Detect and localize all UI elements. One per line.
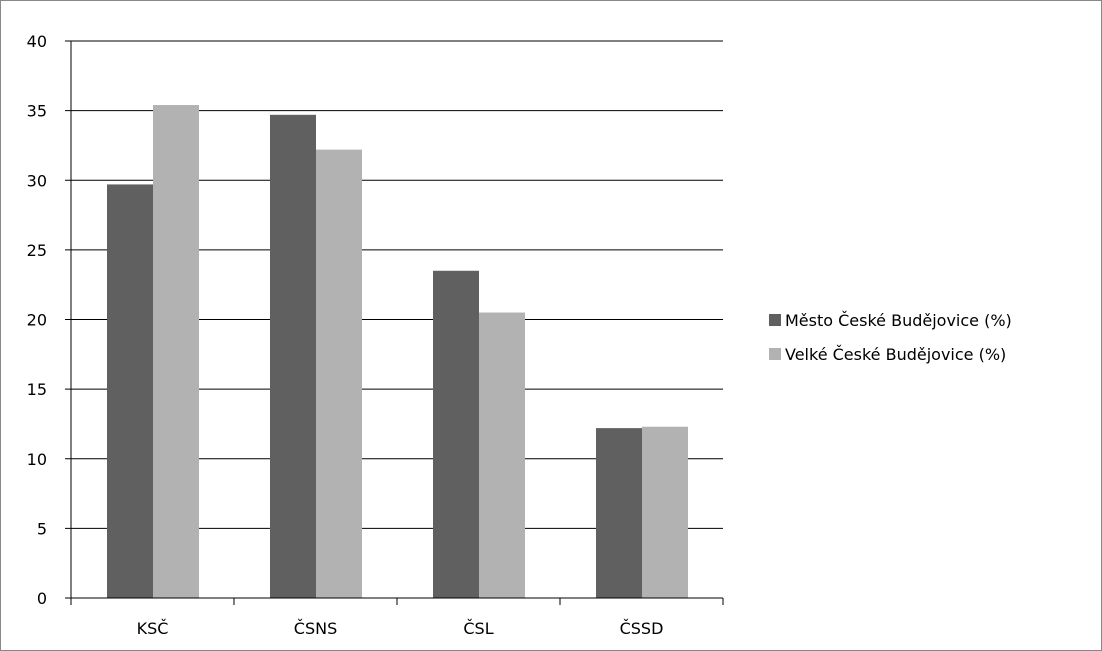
- x-tick-label-ČSNS: ČSNS: [294, 619, 337, 638]
- y-tick-label-40: 40: [27, 32, 47, 51]
- bar-ČSSD-series-1: [596, 428, 642, 598]
- y-tick-label-10: 10: [27, 450, 47, 469]
- y-tick-label-0: 0: [37, 589, 47, 608]
- x-tick-label-ČSL: ČSL: [463, 619, 493, 638]
- x-tick-labels: KSČ ČSNS ČSL ČSSD: [137, 619, 664, 638]
- bar-ČSL-series-2: [479, 312, 525, 598]
- y-tick-label-30: 30: [27, 171, 47, 190]
- legend: Město České Budějovice (%) Velké České Bu…: [769, 311, 1012, 364]
- legend-label-series-1: Město České Budějovice (%): [785, 311, 1012, 330]
- bar-ČSSD-series-2: [642, 426, 688, 598]
- bar-ČSNS-series-1: [270, 114, 316, 599]
- legend-swatch-series-1: [769, 314, 781, 326]
- bar-KSČ-series-1: [107, 184, 153, 599]
- bar-KSČ-series-2: [153, 105, 199, 599]
- y-tick-label-25: 25: [27, 241, 47, 260]
- y-tick-label-20: 20: [27, 311, 47, 330]
- x-tick-label-ČSSD: ČSSD: [620, 619, 664, 638]
- bars: [107, 105, 688, 599]
- legend-swatch-series-2: [769, 348, 781, 360]
- y-tick-labels: 0 5 10 15 20 25 30 35 40: [27, 32, 47, 608]
- bar-ČSL-series-1: [433, 270, 479, 598]
- axes: [65, 40, 724, 605]
- legend-label-series-2: Velké České Budějovice (%): [785, 345, 1006, 364]
- y-tick-label-35: 35: [27, 102, 47, 121]
- y-tick-label-5: 5: [37, 519, 47, 538]
- x-tick-label-KSČ: KSČ: [137, 619, 169, 638]
- y-tick-label-15: 15: [27, 380, 47, 399]
- bar-ČSNS-series-2: [316, 149, 362, 599]
